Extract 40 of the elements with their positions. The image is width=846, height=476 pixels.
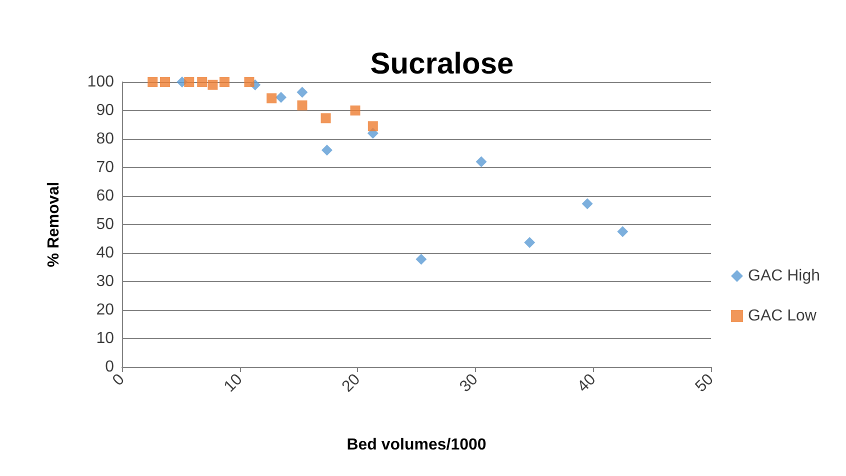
y-tick-label: 100 bbox=[87, 74, 114, 90]
y-tick-label: 40 bbox=[96, 244, 114, 262]
y-tick-label: 30 bbox=[96, 273, 114, 290]
point bbox=[160, 77, 170, 87]
point bbox=[266, 93, 277, 104]
point bbox=[296, 86, 308, 98]
point bbox=[184, 77, 194, 87]
y-tick-label: 50 bbox=[96, 216, 114, 233]
x-tick-label: 50 bbox=[692, 370, 718, 396]
point bbox=[476, 156, 487, 168]
point bbox=[350, 106, 360, 116]
y-tick-label: 60 bbox=[96, 188, 114, 204]
point bbox=[368, 121, 378, 132]
y-tick-label: 90 bbox=[96, 102, 114, 119]
legend-label: GAC High bbox=[748, 268, 820, 284]
point bbox=[416, 254, 427, 265]
point bbox=[276, 92, 287, 103]
point bbox=[524, 236, 536, 248]
point bbox=[582, 198, 593, 210]
point bbox=[244, 77, 254, 87]
point bbox=[321, 144, 332, 156]
point bbox=[320, 113, 331, 124]
y-tick-label: 70 bbox=[96, 159, 114, 176]
x-tick-label: 10 bbox=[221, 370, 246, 396]
point bbox=[197, 77, 208, 87]
y-tick-label: 20 bbox=[96, 302, 114, 318]
point bbox=[208, 80, 218, 90]
point bbox=[617, 226, 628, 238]
x-axis-title: Bed volumes/1000 bbox=[346, 436, 486, 454]
x-tick-label: 20 bbox=[339, 370, 364, 396]
x-tick-label: 40 bbox=[574, 370, 600, 396]
y-tick-label: 10 bbox=[96, 330, 114, 347]
point bbox=[148, 77, 158, 87]
point bbox=[219, 77, 230, 87]
y-tick-label: 80 bbox=[96, 130, 114, 148]
chart-title: Sucralose bbox=[370, 48, 514, 80]
x-tick-label: 30 bbox=[456, 370, 482, 396]
point bbox=[297, 100, 308, 110]
legend-label: GAC Low bbox=[748, 308, 817, 324]
y-axis-title: % Removal bbox=[46, 182, 62, 268]
